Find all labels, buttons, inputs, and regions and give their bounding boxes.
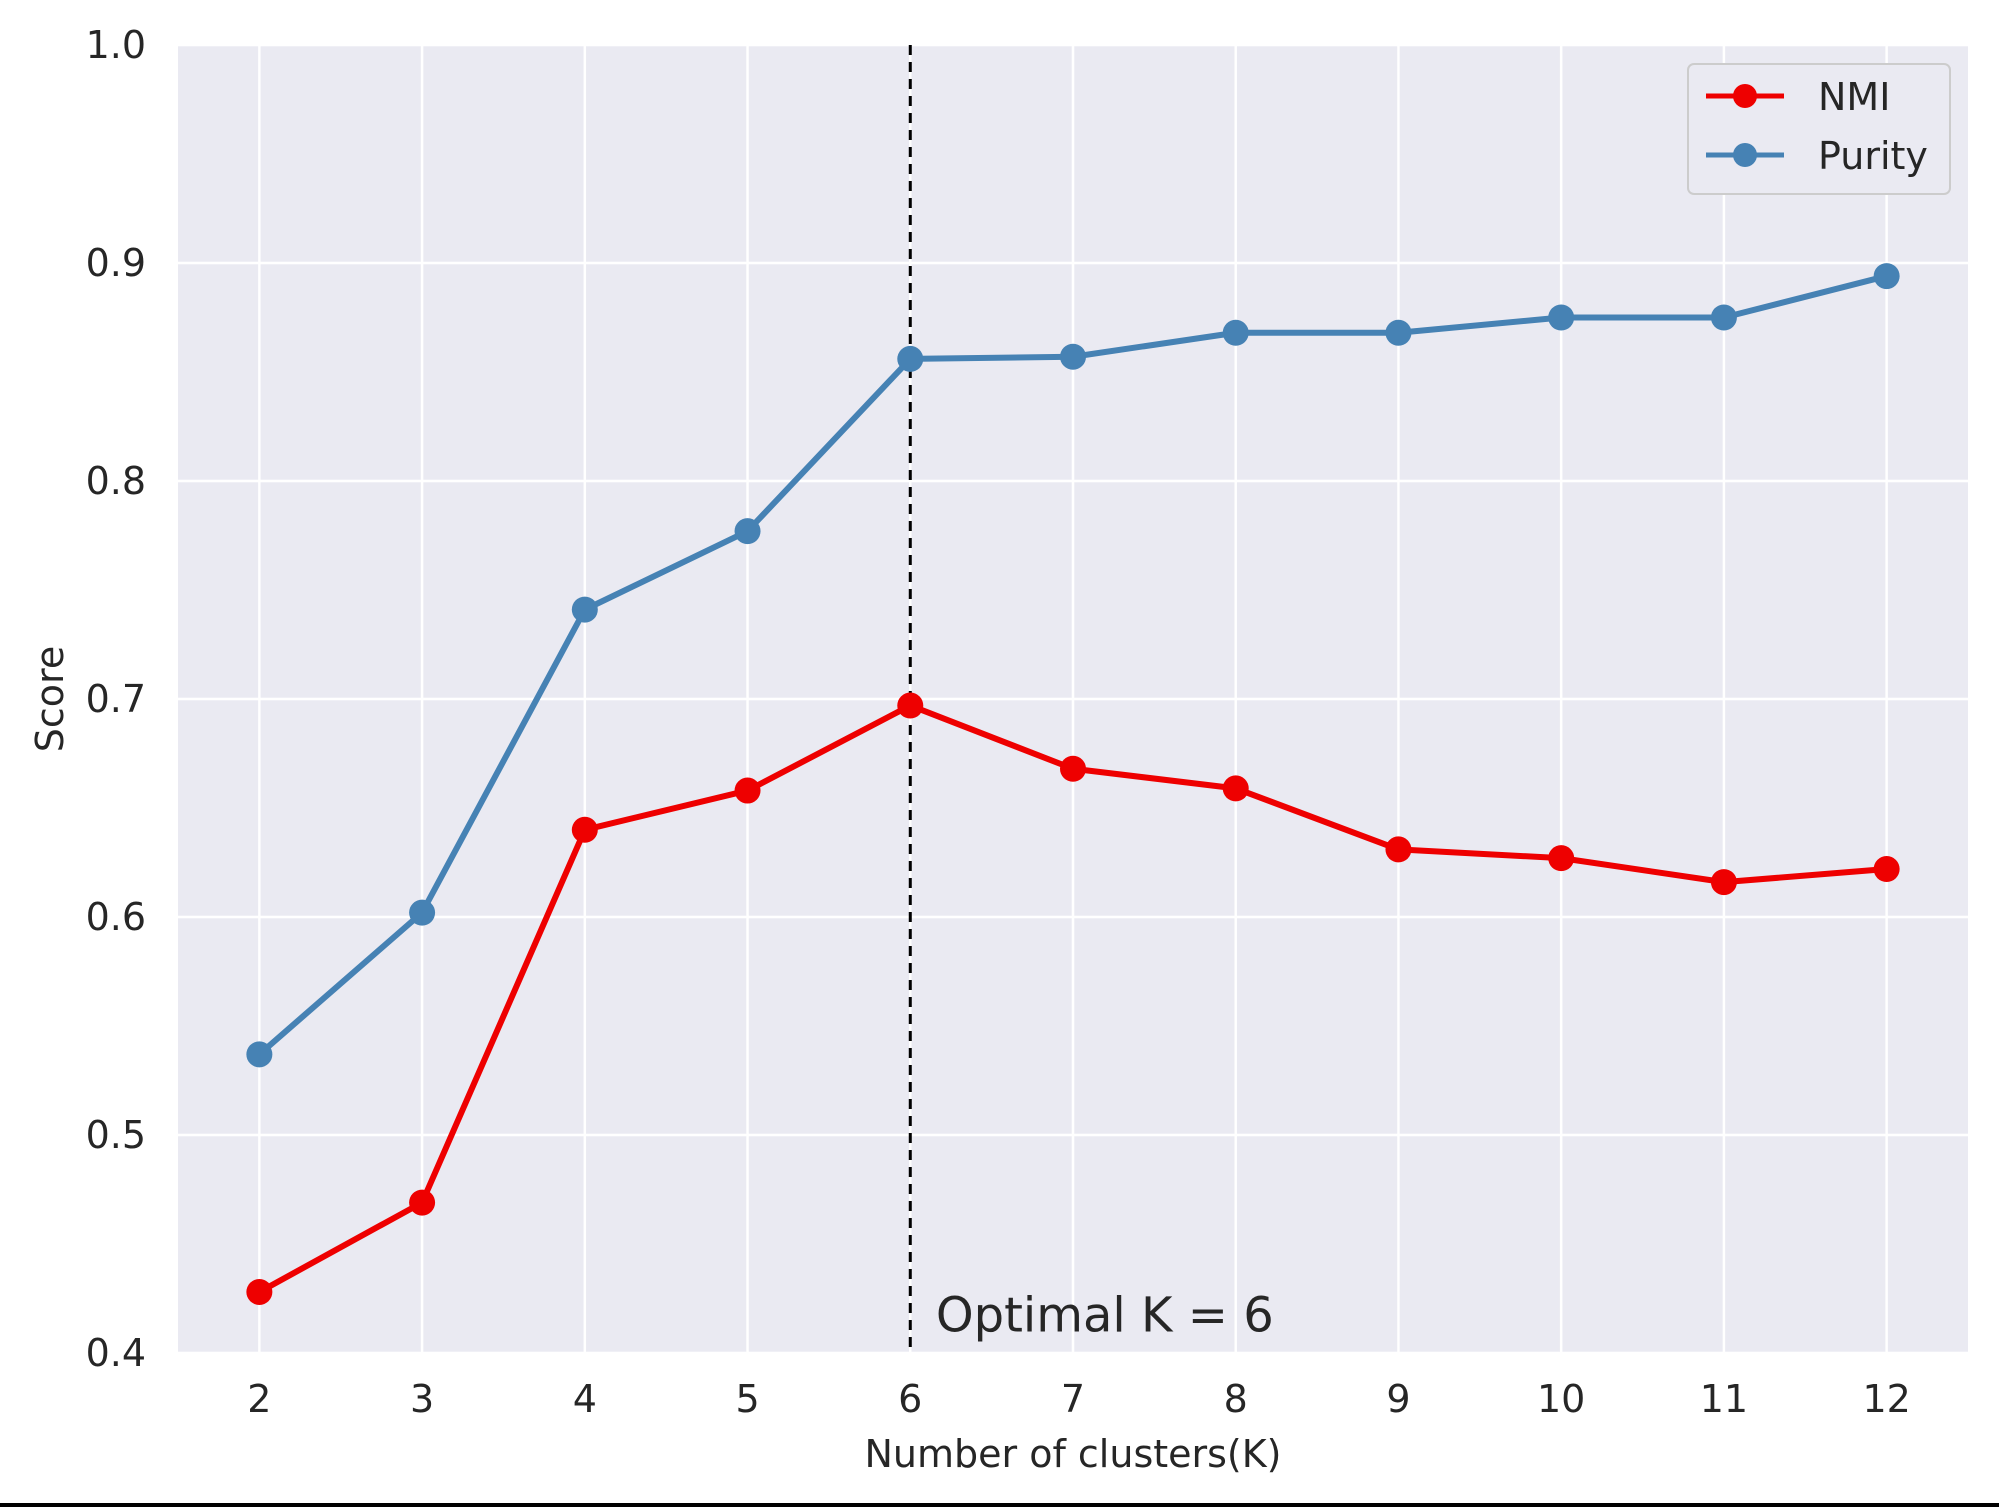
x-tick-label: 10 xyxy=(1537,1377,1585,1421)
y-tick-label: 0.7 xyxy=(86,677,146,721)
series-purity-point xyxy=(1548,304,1575,331)
y-tick-label: 0.6 xyxy=(86,895,146,939)
x-axis-label: Number of clusters(K) xyxy=(864,1432,1281,1476)
bottom-border xyxy=(0,1503,1999,1507)
series-purity-point xyxy=(571,596,598,623)
y-tick-label: 0.8 xyxy=(86,459,146,503)
series-purity-point xyxy=(1710,304,1737,331)
series-nmi-point xyxy=(1710,869,1737,896)
y-tick-label: 0.4 xyxy=(86,1331,146,1375)
x-tick-label: 12 xyxy=(1862,1377,1910,1421)
series-nmi-point xyxy=(571,816,598,843)
x-tick-label: 9 xyxy=(1386,1377,1410,1421)
legend-nmi-label: NMI xyxy=(1818,75,1890,119)
series-nmi-point xyxy=(734,777,761,804)
y-tick-label: 1.0 xyxy=(86,23,146,67)
series-purity-point xyxy=(246,1041,273,1068)
legend-purity-marker xyxy=(1733,143,1757,167)
series-purity-point xyxy=(1222,319,1249,346)
series-purity-point xyxy=(1873,263,1900,290)
x-tick-label: 8 xyxy=(1224,1377,1248,1421)
series-purity-point xyxy=(897,345,924,372)
x-tick-label: 2 xyxy=(247,1377,271,1421)
series-nmi-point xyxy=(246,1278,273,1305)
x-tick-label: 5 xyxy=(735,1377,759,1421)
legend-nmi-marker xyxy=(1733,84,1757,108)
grid xyxy=(178,43,1968,1355)
series-nmi-point xyxy=(1548,845,1575,872)
x-tick-label: 3 xyxy=(410,1377,434,1421)
x-tick-label: 7 xyxy=(1061,1377,1085,1421)
series-nmi-point xyxy=(1060,755,1086,782)
legend: NMI Purity xyxy=(1687,63,1951,195)
y-tick-label: 0.9 xyxy=(86,241,146,285)
legend-purity-label: Purity xyxy=(1818,134,1928,178)
series-nmi-point xyxy=(897,692,924,719)
annotation-optimal-k: Optimal K = 6 xyxy=(936,1287,1274,1343)
series-purity-point xyxy=(1385,319,1412,346)
series-purity-point xyxy=(409,899,436,926)
series-purity-point xyxy=(1060,343,1086,370)
series-nmi-point xyxy=(1222,775,1249,802)
series-purity-point xyxy=(734,518,761,545)
x-tick-label: 6 xyxy=(898,1377,922,1421)
y-axis-label: Score xyxy=(28,646,72,752)
y-tick-label: 0.5 xyxy=(86,1113,146,1157)
series-nmi-point xyxy=(1385,836,1412,863)
series-nmi-point xyxy=(1873,856,1900,883)
series-nmi-point xyxy=(409,1189,436,1216)
series-layer xyxy=(246,263,1900,1305)
ticks: 0.4 0.5 0.6 0.7 0.8 0.9 1.0 2 3 4 5 6 7 8 9 10 11 12 xyxy=(86,23,1911,1421)
x-tick-label: 4 xyxy=(573,1377,597,1421)
x-tick-label: 11 xyxy=(1700,1377,1748,1421)
